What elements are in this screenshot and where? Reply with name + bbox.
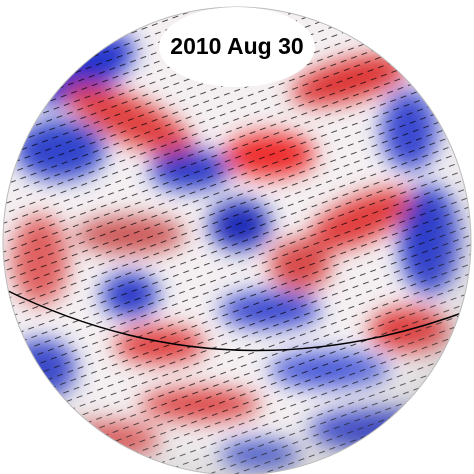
date-label: 2010 Aug 30: [170, 33, 303, 59]
label-background: [159, 7, 315, 87]
equator: [5, 289, 471, 352]
